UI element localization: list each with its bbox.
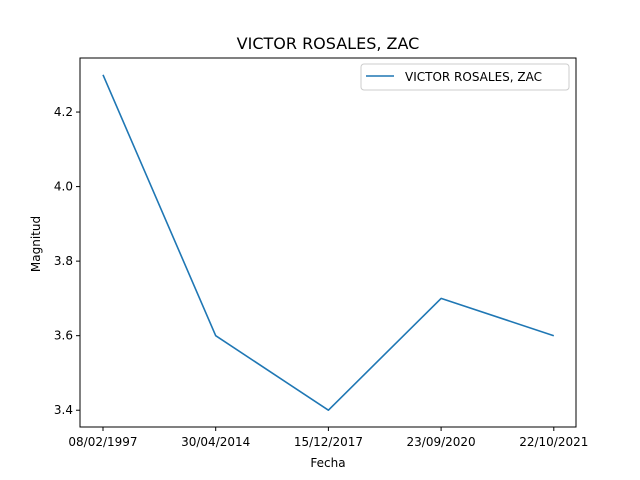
y-tick-label-4: 4.2 — [54, 105, 73, 119]
y-axis-label: Magnitud — [29, 216, 43, 272]
y-tick-label-1: 3.6 — [54, 329, 73, 343]
x-tick-label-2: 15/12/2017 — [294, 435, 363, 449]
x-tick-label-1: 30/04/2014 — [181, 435, 250, 449]
x-axis-label: Fecha — [310, 456, 345, 470]
x-tick-label-0: 08/02/1997 — [68, 435, 137, 449]
plot-area: 3.4 3.6 3.8 4.0 4.2 08/02/1997 30/04/2014 15/12… — [54, 57, 588, 449]
series-line-0 — [102, 74, 555, 412]
legend-box — [360, 63, 570, 91]
x-tick-label-4: 22/10/2021 — [519, 435, 588, 449]
axes-frame — [79, 57, 577, 428]
x-tick-label-3: 23/09/2020 — [407, 435, 476, 449]
y-tick-label-2: 3.8 — [54, 254, 73, 268]
legend-label-0: VICTOR ROSALES, ZAC — [405, 70, 542, 84]
legend: VICTOR ROSALES, ZAC — [360, 63, 570, 91]
chart-title: VICTOR ROSALES, ZAC — [237, 34, 420, 53]
y-tick-label-0: 3.4 — [54, 403, 73, 417]
y-tick-label-3: 4.0 — [54, 180, 73, 194]
